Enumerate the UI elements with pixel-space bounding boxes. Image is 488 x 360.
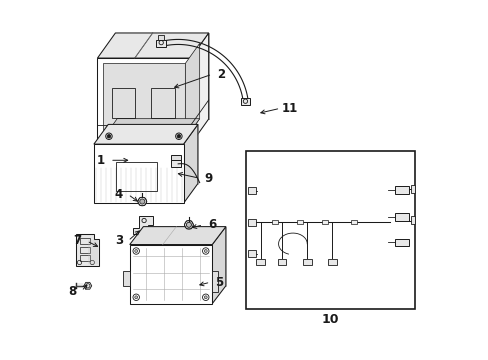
- Text: 7: 7: [74, 234, 81, 247]
- Bar: [394, 186, 408, 194]
- Bar: [247, 187, 255, 194]
- Bar: [297, 220, 303, 224]
- Polygon shape: [190, 33, 208, 144]
- Circle shape: [177, 134, 180, 138]
- Text: 5: 5: [215, 276, 223, 289]
- Circle shape: [184, 221, 193, 229]
- Bar: [156, 40, 165, 47]
- Text: 6: 6: [208, 218, 216, 231]
- Polygon shape: [212, 226, 225, 304]
- Text: 9: 9: [204, 172, 212, 185]
- Bar: [151, 88, 174, 118]
- Polygon shape: [102, 63, 185, 139]
- Text: 1: 1: [97, 154, 105, 167]
- Bar: [80, 256, 89, 261]
- Polygon shape: [122, 271, 129, 286]
- Polygon shape: [102, 119, 199, 139]
- Circle shape: [107, 134, 110, 138]
- Bar: [247, 219, 255, 226]
- Text: 4: 4: [115, 188, 123, 201]
- Bar: [277, 259, 286, 265]
- Polygon shape: [129, 244, 212, 304]
- Polygon shape: [212, 271, 217, 292]
- Bar: [241, 98, 249, 105]
- Text: 2: 2: [217, 68, 225, 81]
- Bar: [394, 213, 408, 221]
- Polygon shape: [129, 226, 225, 244]
- Circle shape: [105, 133, 112, 139]
- Circle shape: [140, 199, 144, 204]
- Bar: [112, 88, 135, 118]
- Polygon shape: [185, 43, 199, 139]
- Polygon shape: [94, 144, 183, 203]
- Bar: [171, 160, 181, 167]
- Bar: [80, 247, 89, 252]
- Text: 11: 11: [281, 102, 297, 115]
- Polygon shape: [76, 234, 99, 266]
- Circle shape: [135, 296, 137, 299]
- Circle shape: [204, 296, 207, 299]
- Bar: [116, 162, 156, 192]
- Polygon shape: [183, 125, 198, 203]
- Text: 8: 8: [68, 285, 76, 298]
- Bar: [394, 239, 408, 246]
- Circle shape: [204, 249, 207, 252]
- Circle shape: [138, 197, 146, 206]
- Polygon shape: [94, 125, 198, 144]
- Bar: [246, 151, 414, 309]
- Text: 10: 10: [321, 313, 339, 327]
- Circle shape: [186, 222, 191, 227]
- Polygon shape: [133, 216, 153, 234]
- Polygon shape: [97, 33, 208, 58]
- Bar: [271, 220, 277, 224]
- Polygon shape: [83, 282, 92, 289]
- Bar: [327, 259, 336, 265]
- Circle shape: [135, 249, 137, 252]
- Polygon shape: [97, 58, 190, 144]
- Text: 3: 3: [115, 234, 123, 247]
- Bar: [247, 250, 255, 257]
- Bar: [256, 259, 264, 265]
- Bar: [303, 259, 311, 265]
- Circle shape: [175, 133, 182, 139]
- Bar: [157, 36, 164, 40]
- Bar: [410, 185, 414, 193]
- Bar: [410, 216, 414, 224]
- Bar: [80, 238, 89, 244]
- Bar: [350, 220, 356, 224]
- Bar: [171, 155, 181, 160]
- Bar: [322, 220, 327, 224]
